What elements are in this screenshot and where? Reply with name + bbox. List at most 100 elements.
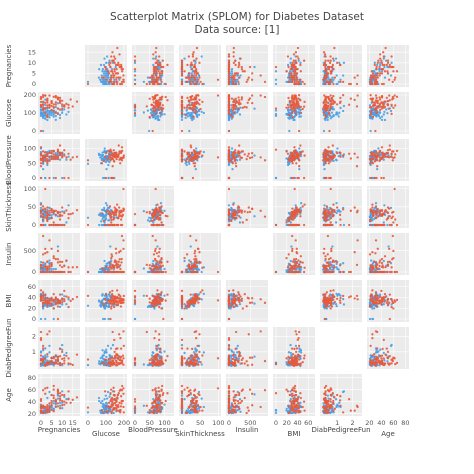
point-class-0 (194, 168, 197, 171)
point-class-0 (105, 168, 108, 171)
point-class-1 (385, 218, 388, 221)
point-class-1 (339, 155, 342, 158)
point-class-1 (184, 114, 188, 117)
point-class-1 (180, 100, 184, 103)
point-class-1 (246, 101, 249, 104)
point-class-1 (194, 255, 197, 258)
point-class-1 (386, 59, 390, 62)
point-class-1 (263, 95, 267, 99)
point-class-1 (353, 98, 356, 102)
point-class-1 (285, 221, 288, 224)
point-class-1 (180, 68, 184, 71)
point-class-1 (274, 270, 278, 274)
point-class-0 (342, 61, 346, 64)
point-class-1 (326, 106, 329, 109)
point-class-1 (230, 219, 233, 223)
point-class-0 (46, 112, 49, 115)
point-class-1 (231, 76, 234, 79)
point-class-0 (41, 129, 45, 133)
point-class-1 (157, 104, 160, 107)
point-class-1 (50, 101, 53, 105)
point-class-1 (189, 234, 192, 238)
point-class-1 (56, 270, 60, 274)
point-class-1 (392, 70, 395, 73)
point-class-1 (388, 215, 391, 218)
point-class-1 (160, 256, 163, 260)
point-class-1 (122, 187, 125, 191)
point-class-1 (151, 95, 154, 99)
point-class-1 (251, 72, 254, 75)
point-class-1 (329, 94, 332, 97)
point-class-1 (290, 155, 294, 158)
point-class-0 (288, 74, 291, 77)
point-class-0 (156, 118, 160, 121)
point-class-0 (380, 115, 384, 118)
panel-skinthickness-vs-bloodpressure (132, 186, 174, 228)
point-class-1 (285, 70, 288, 73)
point-class-1 (393, 187, 396, 191)
point-class-1 (289, 68, 292, 71)
point-class-0 (383, 204, 386, 207)
point-class-1 (116, 270, 119, 274)
point-class-1 (374, 159, 378, 162)
point-class-0 (374, 202, 378, 205)
point-class-0 (227, 163, 231, 167)
panel-pregnancies-vs-insulin (226, 45, 268, 87)
point-class-1 (46, 155, 49, 158)
point-class-0 (148, 80, 151, 84)
point-class-0 (44, 176, 47, 180)
point-class-1 (201, 100, 204, 103)
point-class-1 (296, 270, 299, 274)
point-class-1 (237, 211, 240, 214)
point-class-1 (180, 155, 184, 158)
point-class-1 (152, 70, 156, 73)
point-class-1 (152, 218, 156, 222)
point-class-0 (99, 78, 102, 81)
point-class-1 (392, 221, 395, 224)
point-class-1 (117, 260, 120, 263)
point-class-1 (39, 270, 43, 274)
point-class-1 (41, 212, 45, 216)
point-class-1 (150, 223, 153, 227)
point-class-1 (102, 268, 105, 271)
point-class-1 (119, 162, 122, 165)
point-class-0 (50, 110, 53, 113)
point-class-1 (198, 76, 201, 79)
point-class-1 (390, 103, 393, 107)
point-class-0 (373, 70, 376, 73)
point-class-0 (100, 223, 103, 227)
point-class-1 (154, 247, 157, 251)
point-class-1 (386, 149, 390, 152)
point-class-1 (291, 247, 294, 251)
point-class-1 (69, 158, 72, 161)
panel-skinthickness-vs-insulin (226, 186, 268, 228)
point-class-1 (156, 68, 159, 71)
panel-glucose-vs-skinthickness (179, 92, 221, 134)
point-class-1 (330, 101, 333, 105)
point-class-1 (119, 218, 123, 221)
point-class-1 (63, 264, 66, 267)
point-class-1 (288, 76, 291, 79)
point-class-1 (374, 129, 377, 133)
point-class-1 (44, 94, 47, 97)
point-class-1 (103, 65, 107, 69)
point-class-1 (46, 99, 49, 102)
point-class-1 (56, 97, 60, 100)
point-class-1 (189, 80, 192, 84)
point-class-1 (370, 74, 373, 77)
point-class-0 (56, 245, 60, 248)
point-class-0 (338, 111, 341, 114)
point-class-1 (56, 156, 60, 160)
point-class-0 (239, 106, 242, 109)
point-class-1 (378, 74, 381, 77)
point-class-0 (373, 61, 376, 64)
point-class-1 (237, 103, 241, 106)
point-class-1 (301, 150, 304, 153)
panel-pregnancies-vs-age (367, 45, 409, 87)
point-class-1 (290, 265, 294, 268)
point-class-1 (54, 103, 57, 106)
point-class-0 (189, 111, 193, 115)
point-class-1 (44, 111, 47, 114)
point-class-1 (197, 78, 200, 81)
point-class-1 (327, 146, 330, 149)
